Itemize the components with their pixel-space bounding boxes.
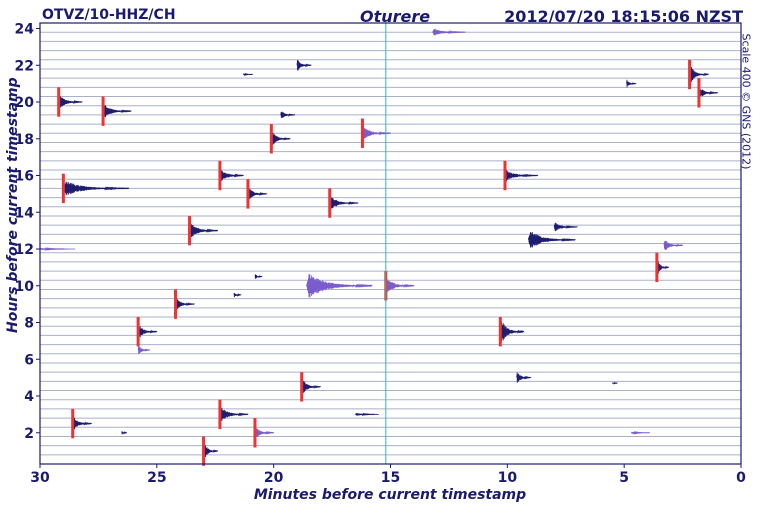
- y-tick-label: 16: [15, 169, 34, 185]
- event-waveform: [385, 278, 415, 293]
- pick-marker: [697, 78, 701, 108]
- event-waveform: [175, 298, 195, 310]
- x-axis-ticks: 30 25 20 15 10 5 0: [30, 464, 746, 486]
- pick-marker: [300, 372, 304, 402]
- event-waveform: [698, 87, 718, 98]
- y-tick-label: 8: [24, 316, 34, 332]
- y-tick-label: 20: [15, 95, 35, 111]
- x-tick-label: 0: [736, 470, 746, 486]
- site-name: Oturere: [360, 7, 431, 26]
- pick-marker: [136, 317, 140, 347]
- y-tick-label: 10: [15, 279, 35, 295]
- event-waveform: [219, 407, 249, 421]
- event-waveform: [296, 59, 312, 71]
- event-waveform: [516, 372, 532, 383]
- event-waveform: [137, 345, 151, 355]
- event-waveform: [254, 428, 275, 438]
- event-waveform: [689, 66, 709, 82]
- event-waveform: [355, 412, 379, 417]
- x-tick-label: 5: [619, 470, 629, 486]
- event-waveform: [663, 240, 683, 250]
- pick-marker: [498, 317, 502, 347]
- pick-marker: [218, 399, 222, 430]
- y-tick-label: 24: [15, 22, 35, 38]
- y-tick-label: 12: [15, 242, 34, 258]
- x-tick-label: 30: [30, 470, 50, 486]
- event-waveform: [72, 416, 92, 431]
- event-waveform: [233, 292, 242, 298]
- pick-marker: [328, 188, 332, 218]
- pick-marker: [61, 173, 65, 204]
- event-waveform: [301, 380, 321, 394]
- event-waveform: [626, 79, 637, 88]
- event-waveform: [528, 232, 576, 248]
- x-tick-label: 25: [147, 470, 166, 486]
- pick-marker: [688, 59, 692, 90]
- pick-marker: [57, 87, 61, 117]
- pick-marker: [269, 124, 273, 154]
- x-tick-label: 20: [264, 470, 284, 486]
- event-traces: [39, 28, 718, 460]
- pick-marker: [503, 160, 507, 191]
- y-tick-label: 6: [24, 352, 34, 368]
- scale-credit: Scale 400 © GNS (2012): [739, 33, 753, 170]
- pick-marker: [71, 408, 75, 439]
- event-waveform: [137, 326, 158, 338]
- x-tick-label: 10: [498, 470, 518, 486]
- event-waveform: [499, 322, 525, 342]
- event-waveform: [247, 188, 268, 200]
- y-tick-label: 18: [15, 132, 34, 148]
- event-waveform: [121, 431, 127, 435]
- pick-marker: [188, 215, 192, 246]
- pick-marker: [218, 160, 222, 191]
- event-waveform: [254, 274, 263, 279]
- row-grid: [40, 22, 741, 465]
- event-waveform: [219, 169, 244, 182]
- event-waveform: [39, 246, 76, 252]
- y-axis-label: Hours before current timestamp: [5, 77, 21, 333]
- event-waveform: [432, 28, 466, 36]
- x-axis-label: Minutes before current timestamp: [253, 487, 527, 503]
- x-tick-label: 15: [381, 470, 400, 486]
- event-waveform: [656, 259, 669, 276]
- event-waveform: [612, 381, 618, 385]
- event-waveform: [280, 111, 296, 119]
- event-waveform: [189, 224, 218, 238]
- event-waveform: [63, 181, 130, 196]
- pick-marker: [101, 96, 105, 126]
- event-waveform: [630, 430, 650, 435]
- event-waveform: [270, 132, 291, 145]
- pick-marker: [202, 436, 206, 466]
- pick-marker: [655, 252, 659, 283]
- y-tick-label: 22: [15, 58, 34, 74]
- pick-marker: [253, 418, 257, 448]
- event-waveform: [203, 443, 218, 460]
- y-tick-label: 14: [15, 205, 35, 221]
- current-timestamp: 2012/07/20 18:15:06 NZST: [504, 7, 743, 26]
- event-waveform: [306, 273, 373, 298]
- pick-marker: [360, 118, 364, 148]
- pick-marker: [246, 179, 250, 209]
- event-markers: [57, 59, 701, 466]
- station-channel-label: OTVZ/10-HHZ/CH: [42, 7, 176, 23]
- event-waveform: [102, 105, 132, 118]
- pick-marker: [174, 289, 178, 319]
- y-tick-label: 4: [24, 389, 34, 405]
- event-waveform: [242, 72, 253, 77]
- event-waveform: [58, 96, 83, 108]
- y-tick-label: 2: [24, 426, 34, 442]
- event-waveform: [553, 222, 578, 232]
- event-waveform: [329, 197, 359, 209]
- event-waveform: [504, 169, 539, 182]
